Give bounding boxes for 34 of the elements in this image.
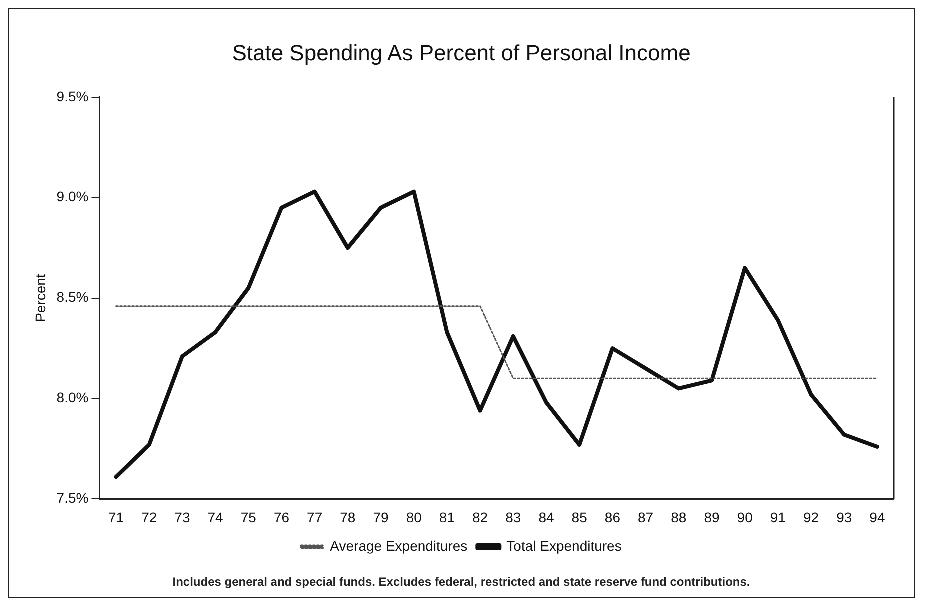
x-tick-label: 80 <box>406 509 422 526</box>
x-tick-label: 75 <box>240 509 257 526</box>
x-tick-label: 85 <box>572 509 588 526</box>
x-tick-label: 88 <box>671 509 687 526</box>
text: Includes general and special funds. Excludes federal, restricted and state reserve fund contributions. <box>172 575 752 589</box>
x-tick-label: 90 <box>737 509 754 526</box>
x-tick-label: 71 <box>108 509 124 526</box>
x-tick-label: 73 <box>174 509 190 526</box>
y-tick-label: 9.0% <box>56 188 89 205</box>
x-tick-label: 82 <box>472 509 488 526</box>
x-tick-label: 93 <box>836 509 852 526</box>
x-tick-label: 77 <box>307 509 323 526</box>
legend-label: Average Expenditures <box>330 538 468 554</box>
x-tick-label: 74 <box>208 509 224 526</box>
x-tick-label: 87 <box>638 509 654 526</box>
x-tick-label: 94 <box>870 509 886 526</box>
x-tick-label: 92 <box>803 509 820 526</box>
y-tick-label: 9.5% <box>56 88 89 104</box>
y-tick-label: 8.0% <box>56 390 89 406</box>
chart-title: State Spending As Percent of Personal Income <box>232 40 691 66</box>
x-tick-label: 72 <box>142 509 158 526</box>
x-tick-label: 83 <box>506 509 522 526</box>
x-tick-label: 79 <box>373 509 390 526</box>
x-tick-label: 81 <box>439 509 456 526</box>
x-tick-label: 84 <box>538 509 554 526</box>
legend-label: Total Expenditures <box>506 538 622 554</box>
x-tick-label: 78 <box>340 509 356 526</box>
y-axis-title: Percent <box>32 274 48 322</box>
y-tick-label: 7.5% <box>56 490 89 506</box>
y-tick-label: 8.5% <box>56 289 89 306</box>
x-tick-label: 91 <box>770 509 786 526</box>
x-tick-label: 76 <box>274 509 290 526</box>
x-tick-label: 86 <box>604 509 621 526</box>
x-tick-label: 89 <box>704 509 720 526</box>
